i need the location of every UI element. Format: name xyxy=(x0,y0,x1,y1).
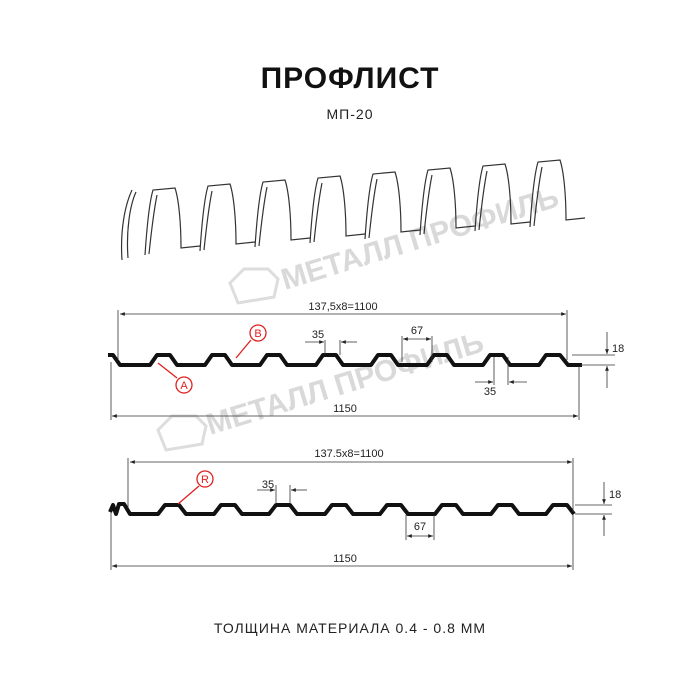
dim-rib-pitch: 67 xyxy=(411,325,423,337)
dim-overall-width: 137,5x8=1100 xyxy=(308,301,377,313)
dim-height: 18 xyxy=(612,343,624,355)
material-thickness: ТОЛЩИНА МАТЕРИАЛА 0.4 - 0.8 ММ xyxy=(213,620,487,636)
dim-height: 18 xyxy=(609,489,621,501)
dim-rib-top: 35 xyxy=(262,479,274,491)
dim-rib-bottom: 35 xyxy=(484,386,496,398)
svg-text:МЕТАЛЛ ПРОФИЛЬ: МЕТАЛЛ ПРОФИЛЬ xyxy=(277,181,562,297)
dim-total-width: 1150 xyxy=(333,403,357,415)
dim-total-width: 1150 xyxy=(333,553,357,565)
profile-1: 137,5x8=1100 1150 35 67 35 18 B A xyxy=(108,301,624,420)
dim-overall-width: 137.5x8=1100 xyxy=(314,448,383,460)
profile-1-line xyxy=(108,353,582,367)
dim-rib-top: 35 xyxy=(312,329,324,341)
profile-2-line xyxy=(108,502,576,516)
page-title: ПРОФЛИСТ xyxy=(260,62,440,95)
dim-rib-pitch: 67 xyxy=(414,521,426,533)
sheet-perspective-sketch xyxy=(120,159,586,261)
callout-a: A xyxy=(180,380,188,392)
svg-text:МЕТАЛЛ ПРОФИЛЬ: МЕТАЛЛ ПРОФИЛЬ xyxy=(202,326,487,442)
profile-2: 137.5x8=1100 1150 35 67 18 R xyxy=(108,448,621,570)
callout-r: R xyxy=(201,474,209,486)
callout-b: B xyxy=(254,328,261,340)
watermark: МЕТАЛЛ ПРОФИЛЬ МЕТАЛЛ ПРОФИЛЬ xyxy=(156,181,563,452)
model-label: МП-20 xyxy=(326,106,374,122)
